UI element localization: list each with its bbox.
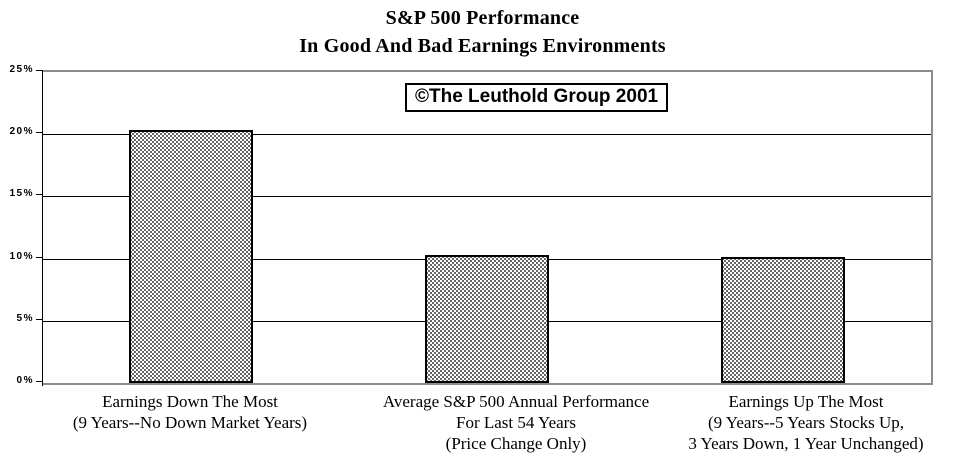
gridline-15pct	[43, 196, 931, 197]
y-tick-20pct	[36, 132, 43, 133]
y-tick-label-25pct: 25%	[9, 64, 34, 75]
y-tick-5pct	[36, 319, 43, 320]
x-category-label-line: (Price Change Only)	[445, 434, 587, 453]
y-tick-25pct	[36, 70, 43, 71]
x-category-label-line: (9 Years--No Down Market Years)	[72, 413, 308, 432]
y-axis-line	[42, 70, 43, 386]
x-category-label-line: Average S&P 500 Annual Performance	[382, 392, 650, 411]
chart-title-line2: In Good And Bad Earnings Environments	[299, 35, 666, 57]
y-tick-label-0pct: 0%	[16, 375, 34, 386]
copyright-box: ©The Leuthold Group 2001	[405, 83, 669, 112]
y-tick-label-5pct: 5%	[16, 313, 34, 324]
x-category-label-2: Average S&P 500 Annual Performance For La…	[346, 391, 686, 454]
y-tick-label-20pct: 20%	[9, 126, 34, 137]
y-tick-10pct	[36, 257, 43, 258]
y-tick-0pct	[36, 381, 43, 382]
gridline-20pct	[43, 134, 931, 135]
x-category-label-1: Earnings Down The Most (9 Years--No Down …	[20, 391, 360, 433]
x-category-label-line: Earnings Down The Most	[102, 392, 278, 411]
y-tick-label-15pct: 15%	[9, 188, 34, 199]
bar-2	[425, 255, 549, 383]
x-category-label-line: 3 Years Down, 1 Year Unchanged)	[688, 434, 924, 453]
bar-1	[129, 130, 253, 383]
x-category-label-line: (9 Years--5 Years Stocks Up,	[708, 413, 904, 432]
x-category-label-3: Earnings Up The Most (9 Years--5 Years St…	[636, 391, 965, 454]
y-tick-15pct	[36, 194, 43, 195]
y-tick-label-10pct: 10%	[9, 251, 34, 262]
x-category-label-line: Earnings Up The Most	[728, 392, 884, 411]
bar-3	[721, 257, 845, 383]
chart-title-line1: S&P 500 Performance	[385, 7, 580, 29]
plot-area	[43, 70, 933, 385]
x-category-label-line: For Last 54 Years	[456, 413, 576, 432]
copyright-text: ©The Leuthold Group 2001	[415, 86, 659, 107]
